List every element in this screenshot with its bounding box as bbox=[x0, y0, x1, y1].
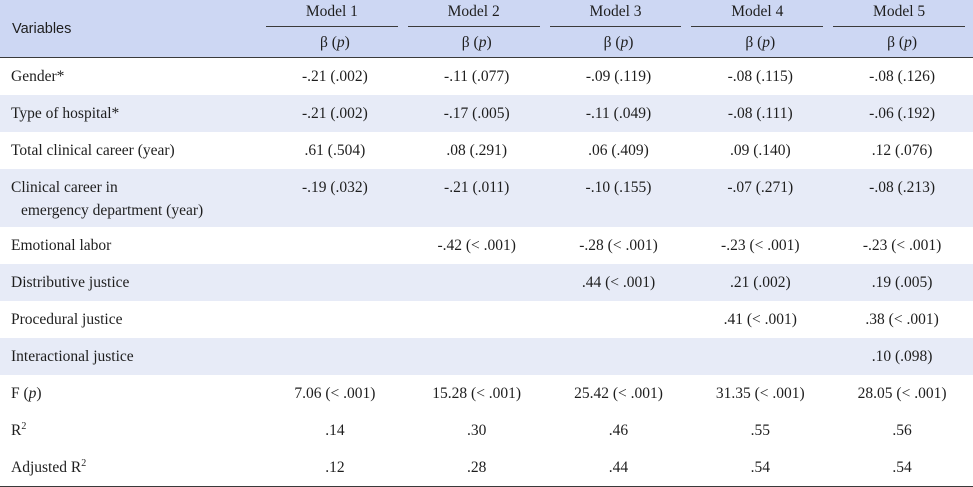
table-cell: .08 (.291) bbox=[446, 142, 508, 159]
table-row: Adjusted R2 .12 .28 .44 .54 .54 bbox=[0, 449, 973, 487]
table-row: Procedural justice .41 (< .001) .38 (< .… bbox=[0, 301, 973, 338]
table-cell bbox=[406, 301, 548, 338]
table-cell bbox=[405, 338, 548, 375]
table-cell: 25.42 (< .001) bbox=[574, 385, 663, 402]
row-label: Type of hospital* bbox=[0, 95, 264, 132]
table-cell: .55 bbox=[750, 422, 770, 439]
table-cell: .06 (.409) bbox=[588, 142, 649, 159]
variables-header: Variables bbox=[0, 0, 264, 58]
table-cell: -.09 (.119) bbox=[585, 68, 652, 85]
table-cell: .38 (< .001) bbox=[865, 311, 939, 328]
table-cell: -.10 (.155) bbox=[547, 169, 690, 227]
table-row: Total clinical career (year) .61 (.504) … bbox=[0, 132, 973, 169]
table-cell bbox=[264, 227, 406, 264]
table-cell: .56 bbox=[892, 422, 912, 439]
row-label: Total clinical career (year) bbox=[11, 142, 175, 159]
table-cell: 7.06 (< .001) bbox=[294, 385, 376, 402]
table-cell: -.11 (.077) bbox=[444, 68, 510, 85]
table-cell: -.21 (.002) bbox=[301, 68, 368, 85]
table-cell: -.21 (.002) bbox=[264, 95, 406, 132]
table-cell: .14 bbox=[325, 422, 345, 439]
table-row: Interactional justice .10 (.098) bbox=[0, 338, 973, 375]
table-cell: 28.05 (< .001) bbox=[857, 385, 947, 402]
table-cell: .21 (.002) bbox=[689, 264, 832, 301]
row-label: Adjusted R2 bbox=[0, 449, 264, 487]
table-cell: .10 (.098) bbox=[831, 338, 973, 375]
row-label: F (p) bbox=[11, 385, 42, 402]
table-cell: .09 (.140) bbox=[729, 142, 791, 159]
table-cell: 31.35 (< .001) bbox=[715, 385, 805, 402]
table-cell: .54 bbox=[689, 449, 832, 487]
table-cell bbox=[547, 338, 690, 375]
table-cell: -.07 (.271) bbox=[689, 169, 832, 227]
table-cell: -.08 (.115) bbox=[727, 68, 793, 85]
table-row: Distributive justice .44 (< .001) .21 (.… bbox=[0, 264, 973, 301]
table-cell: -.06 (.192) bbox=[831, 95, 973, 132]
model-5-header: Model 5 bbox=[831, 0, 973, 29]
table-cell bbox=[689, 338, 832, 375]
table-row: Gender* -.21 (.002) -.11 (.077) -.09 (.1… bbox=[0, 58, 973, 96]
beta-p-subheader: β (p) bbox=[689, 29, 832, 58]
table-cell: .44 (< .001) bbox=[547, 264, 690, 301]
row-label: Interactional justice bbox=[0, 338, 264, 375]
model-1-header: Model 1 bbox=[264, 0, 406, 29]
table-cell: -.42 (< .001) bbox=[437, 237, 516, 254]
table-cell: -.08 (.213) bbox=[831, 169, 973, 227]
beta-p-subheader: β (p) bbox=[264, 29, 406, 58]
table-cell: .30 bbox=[467, 422, 487, 439]
table-cell: -.21 (.011) bbox=[405, 169, 548, 227]
table-cell bbox=[405, 264, 548, 301]
table-cell: 15.28 (< .001) bbox=[432, 385, 522, 402]
row-label: Distributive justice bbox=[0, 264, 264, 301]
row-label: Procedural justice bbox=[11, 311, 123, 328]
model-3-header: Model 3 bbox=[547, 0, 690, 29]
table-row: Clinical career in emergency department (… bbox=[0, 169, 973, 227]
table-row: Emotional labor -.42 (< .001) -.28 (< .0… bbox=[0, 227, 973, 264]
table-cell bbox=[264, 338, 406, 375]
table-row: Type of hospital* -.21 (.002) -.17 (.005… bbox=[0, 95, 973, 132]
table-cell: .41 (< .001) bbox=[723, 311, 797, 328]
table-cell: -.11 (.049) bbox=[547, 95, 690, 132]
row-label: Emotional labor bbox=[11, 237, 112, 254]
table-cell: .61 (.504) bbox=[304, 142, 366, 159]
beta-p-subheader: β (p) bbox=[831, 29, 973, 58]
table-cell: -.19 (.032) bbox=[264, 169, 406, 227]
table-cell: .28 bbox=[405, 449, 548, 487]
table-cell: .54 bbox=[831, 449, 973, 487]
table-cell: -.28 (< .001) bbox=[579, 237, 658, 254]
table-cell: -.23 (< .001) bbox=[862, 237, 942, 254]
table-cell: .46 bbox=[608, 422, 629, 439]
table-body: Gender* -.21 (.002) -.11 (.077) -.09 (.1… bbox=[0, 58, 973, 487]
beta-p-subheader: β (p) bbox=[405, 29, 548, 58]
table-cell bbox=[264, 264, 406, 301]
row-label: Gender* bbox=[11, 68, 65, 85]
table-cell: .19 (.005) bbox=[831, 264, 973, 301]
table-cell bbox=[264, 301, 406, 338]
table-header: Variables Model 1 Model 2 Model 3 Model … bbox=[0, 0, 973, 58]
model-4-header: Model 4 bbox=[689, 0, 832, 29]
table-row: R2 .14 .30 .46 .55 .56 bbox=[0, 412, 973, 449]
table-row: F (p) 7.06 (< .001) 15.28 (< .001) 25.42… bbox=[0, 375, 973, 412]
table-cell: .12 (.076) bbox=[871, 142, 933, 159]
table-cell: -.08 (.111) bbox=[689, 95, 832, 132]
table-cell: .44 bbox=[547, 449, 690, 487]
table-cell: -.08 (.126) bbox=[869, 68, 936, 85]
table-cell bbox=[548, 301, 690, 338]
table-cell: -.17 (.005) bbox=[405, 95, 548, 132]
model-2-header: Model 2 bbox=[405, 0, 548, 29]
beta-p-subheader: β (p) bbox=[547, 29, 690, 58]
row-label: Clinical career in emergency department (… bbox=[0, 169, 264, 227]
table-cell: .12 bbox=[264, 449, 406, 487]
table-cell: -.23 (< .001) bbox=[721, 237, 800, 254]
row-label: R2 bbox=[11, 420, 27, 439]
